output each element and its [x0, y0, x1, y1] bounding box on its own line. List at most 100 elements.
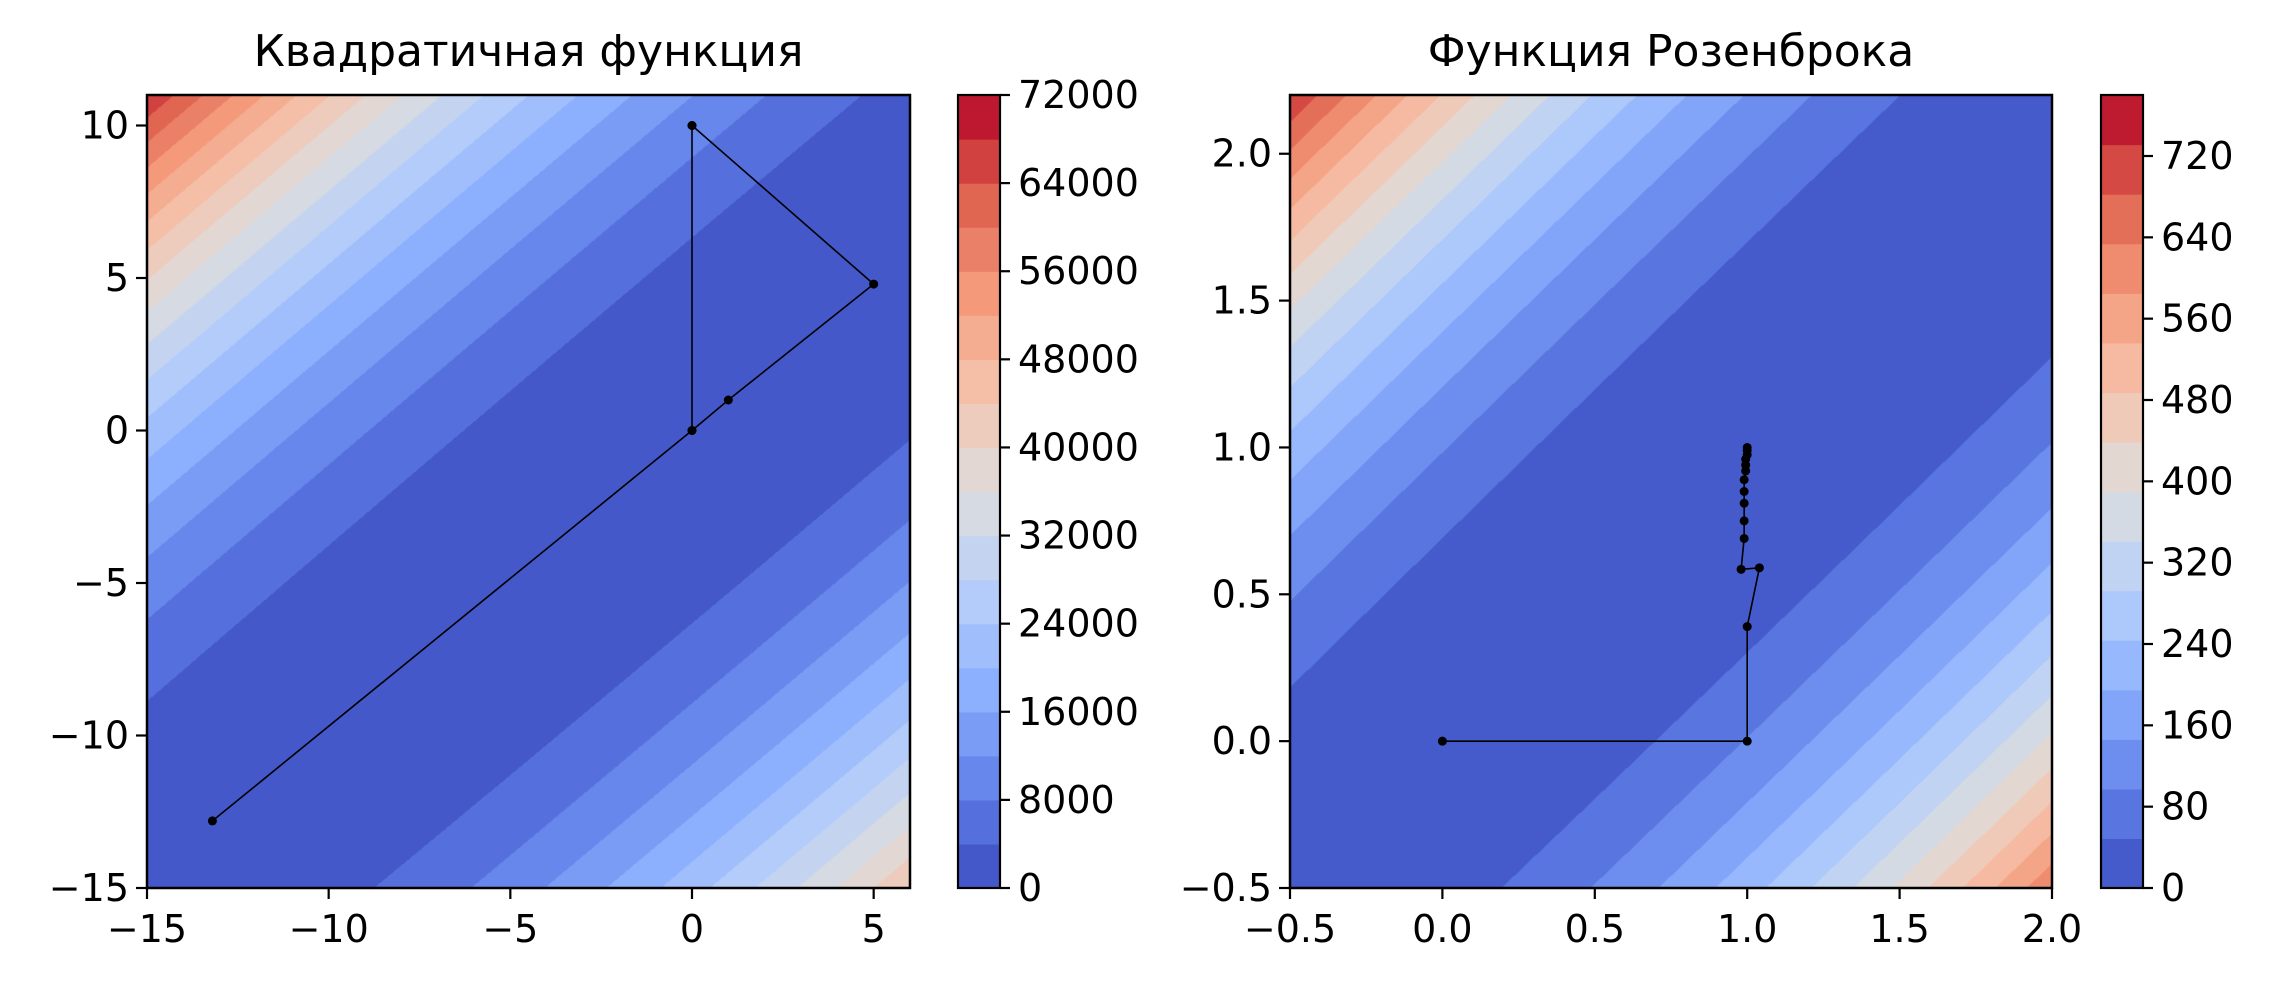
- path-point-9: [1739, 475, 1749, 485]
- colorbar-band-4: [2101, 640, 2143, 691]
- path-point-7: [1739, 498, 1749, 508]
- path-point-1: [869, 279, 879, 289]
- x-tick-label: 1.0: [1717, 907, 1777, 951]
- colorbar-band-11: [958, 359, 1000, 404]
- colorbar-band-6: [958, 579, 1000, 625]
- colorbar-tick-label: 0: [2161, 866, 2185, 910]
- path-point-2: [1742, 622, 1752, 632]
- colorbar-band-6: [2101, 541, 2143, 592]
- colorbar-band-3: [2101, 689, 2143, 740]
- colorbar-band-9: [958, 447, 1000, 493]
- colorbar-band-0: [2101, 838, 2143, 889]
- colorbar-tick-label: 240: [2161, 622, 2234, 666]
- colorbar-band-5: [958, 623, 1000, 669]
- colorbar-band-8: [958, 491, 1000, 537]
- y-tick-label: 1.5: [1212, 279, 1272, 323]
- path-point-5: [687, 426, 697, 435]
- colorbar-tick-label: 160: [2161, 703, 2234, 747]
- colorbar: 0 80 160 240 320 400 480 560 640 720: [2099, 93, 2234, 910]
- x-tick-label: −15: [107, 907, 187, 951]
- chart-2: Функция Розенброка −0.5 0.0 0.5 1.0 1.5 2.0 −0.…: [1180, 26, 2234, 951]
- path-point-6: [687, 121, 697, 130]
- colorbar-tick-label: 8000: [1018, 778, 1115, 822]
- x-tick-label: 1.5: [1869, 907, 1929, 951]
- path-point-4: [1736, 564, 1746, 574]
- colorbar-frame: [2099, 93, 2145, 890]
- y-tick-label: −15: [49, 866, 129, 910]
- colorbar-tick-label: 640: [2161, 215, 2234, 259]
- path-point-1: [1742, 736, 1752, 746]
- colorbar-tick-label: 64000: [1018, 161, 1139, 205]
- colorbar-band-14: [958, 227, 1000, 272]
- colorbar-band-17: [958, 95, 1000, 140]
- colorbar-tick-label: 80: [2161, 785, 2209, 829]
- colorbar-tick-label: 24000: [1018, 602, 1139, 646]
- x-tick-label: 0.0: [1412, 907, 1472, 951]
- colorbar-band-9: [2101, 392, 2143, 443]
- colorbar-band-0: [958, 843, 1000, 889]
- colorbar-tick-label: 560: [2161, 297, 2234, 341]
- y-tick-label: 0.0: [1212, 719, 1272, 763]
- colorbar-band-12: [2101, 243, 2143, 294]
- colorbar-tick-label: 48000: [1018, 337, 1139, 381]
- y-tick-label: 2.0: [1212, 132, 1272, 176]
- colorbar-tick-label: 720: [2161, 134, 2234, 178]
- y-tick-label: 10: [81, 104, 129, 148]
- x-tick-label: 2.0: [2022, 907, 2082, 951]
- colorbar-band-7: [2101, 491, 2143, 542]
- chart-title: Функция Розенброка: [1428, 26, 1914, 77]
- colorbar-band-15: [2101, 95, 2143, 146]
- colorbar-band-4: [958, 667, 1000, 713]
- x-tick-label: −5: [482, 907, 538, 951]
- y-tick-label: 0: [105, 409, 129, 453]
- y-tick-label: −10: [49, 714, 129, 758]
- colorbar-tick-label: 56000: [1018, 249, 1139, 293]
- y-tick-label: 1.0: [1212, 425, 1272, 469]
- y-tick-label: 5: [105, 256, 129, 300]
- colorbar-tick-label: 72000: [1018, 73, 1139, 117]
- colorbar-band-1: [2101, 788, 2143, 840]
- colorbar-band-8: [2101, 441, 2143, 493]
- path-point-3: [1754, 563, 1764, 573]
- path-point-8: [1739, 487, 1749, 496]
- path-point-4: [207, 816, 217, 826]
- colorbar-band-2: [958, 755, 1000, 801]
- colorbar-band-13: [2101, 194, 2143, 245]
- x-tick-label: 0: [680, 907, 704, 951]
- colorbar-tick-label: 16000: [1018, 690, 1139, 734]
- axes-frame: [145, 93, 912, 890]
- colorbar-frame: [956, 93, 1002, 890]
- path-point-5: [1739, 533, 1749, 543]
- colorbar-band-12: [958, 315, 1000, 360]
- path-point-15: [1742, 442, 1752, 452]
- colorbar-tick-label: 0: [1018, 866, 1042, 910]
- colorbar-band-13: [958, 271, 1000, 316]
- colorbar-band-16: [958, 139, 1000, 184]
- colorbar-band-10: [958, 403, 1000, 449]
- contour-fill-2: [1290, 95, 2052, 888]
- colorbar-band-15: [958, 183, 1000, 228]
- colorbar-band-11: [2101, 293, 2143, 344]
- colorbar-band-1: [958, 799, 1000, 845]
- colorbar-band-10: [2101, 342, 2143, 393]
- x-tick-label: −10: [289, 907, 369, 951]
- colorbar-tick-label: 40000: [1018, 425, 1139, 469]
- y-tick-label: 0.5: [1212, 572, 1272, 616]
- colorbar-band-5: [2101, 590, 2143, 641]
- chart-title: Квадратичная функция: [254, 26, 804, 77]
- contour-fill-1: [147, 95, 910, 888]
- chart-1: Квадратичная функция −15 −10 −5 0 5 −15 −10 −5 0 5…: [49, 26, 1139, 951]
- colorbar-band-3: [958, 711, 1000, 757]
- x-tick-label: 5: [862, 907, 886, 951]
- colorbar-tick-label: 480: [2161, 378, 2234, 422]
- axes-frame: [1288, 93, 2054, 890]
- colorbar-tick-label: 320: [2161, 541, 2234, 585]
- path-point-2: [723, 395, 733, 405]
- y-tick-label: −5: [73, 561, 129, 605]
- colorbar-tick-label: 400: [2161, 459, 2234, 503]
- colorbar-band-7: [958, 535, 1000, 581]
- x-tick-label: 0.5: [1565, 907, 1625, 951]
- x-tick-label: −0.5: [1244, 907, 1336, 951]
- colorbar: 0 8000 16000 24000 32000 40000 48000 56000 64000…: [956, 73, 1139, 910]
